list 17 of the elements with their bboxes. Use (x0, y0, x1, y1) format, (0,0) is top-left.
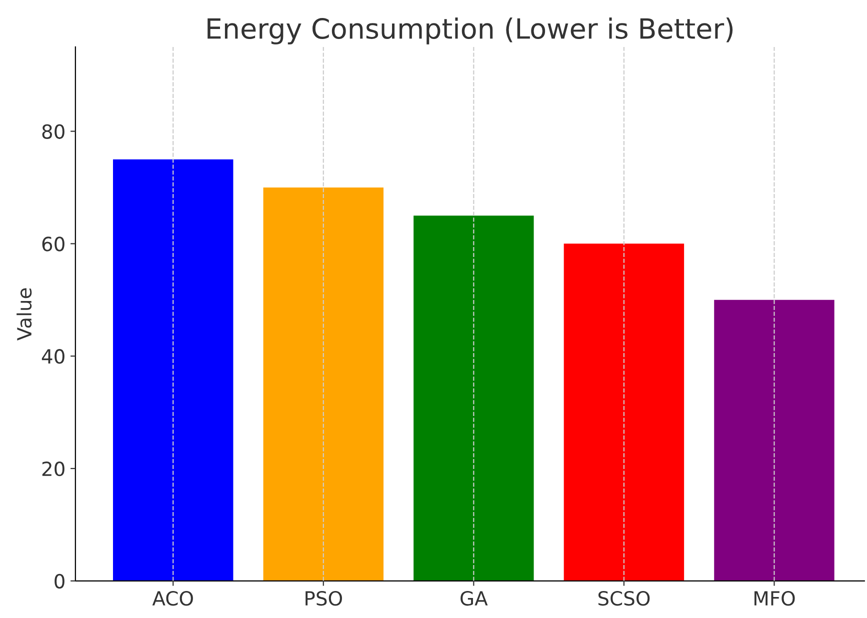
bar (714, 300, 834, 581)
x-tick-label: ACO (152, 590, 193, 606)
y-axis-title: Value (16, 288, 32, 340)
y-tick-label: 60 (42, 236, 64, 252)
y-tick-label: 20 (42, 461, 64, 476)
bar (263, 187, 384, 581)
x-tick-label: GA (460, 590, 488, 606)
bar (414, 216, 534, 581)
y-tick-label: 40 (42, 349, 64, 364)
bar (564, 244, 684, 581)
x-tick-label: PSO (306, 590, 342, 606)
chart-title: Energy Consumption (Lower is Better) (208, 18, 733, 44)
x-tick-label: SCSO (598, 590, 650, 606)
y-tick-label: 80 (42, 124, 64, 139)
bar (113, 159, 234, 581)
x-tick-label: MFO (754, 590, 795, 606)
y-tick-label: 0 (54, 574, 64, 589)
